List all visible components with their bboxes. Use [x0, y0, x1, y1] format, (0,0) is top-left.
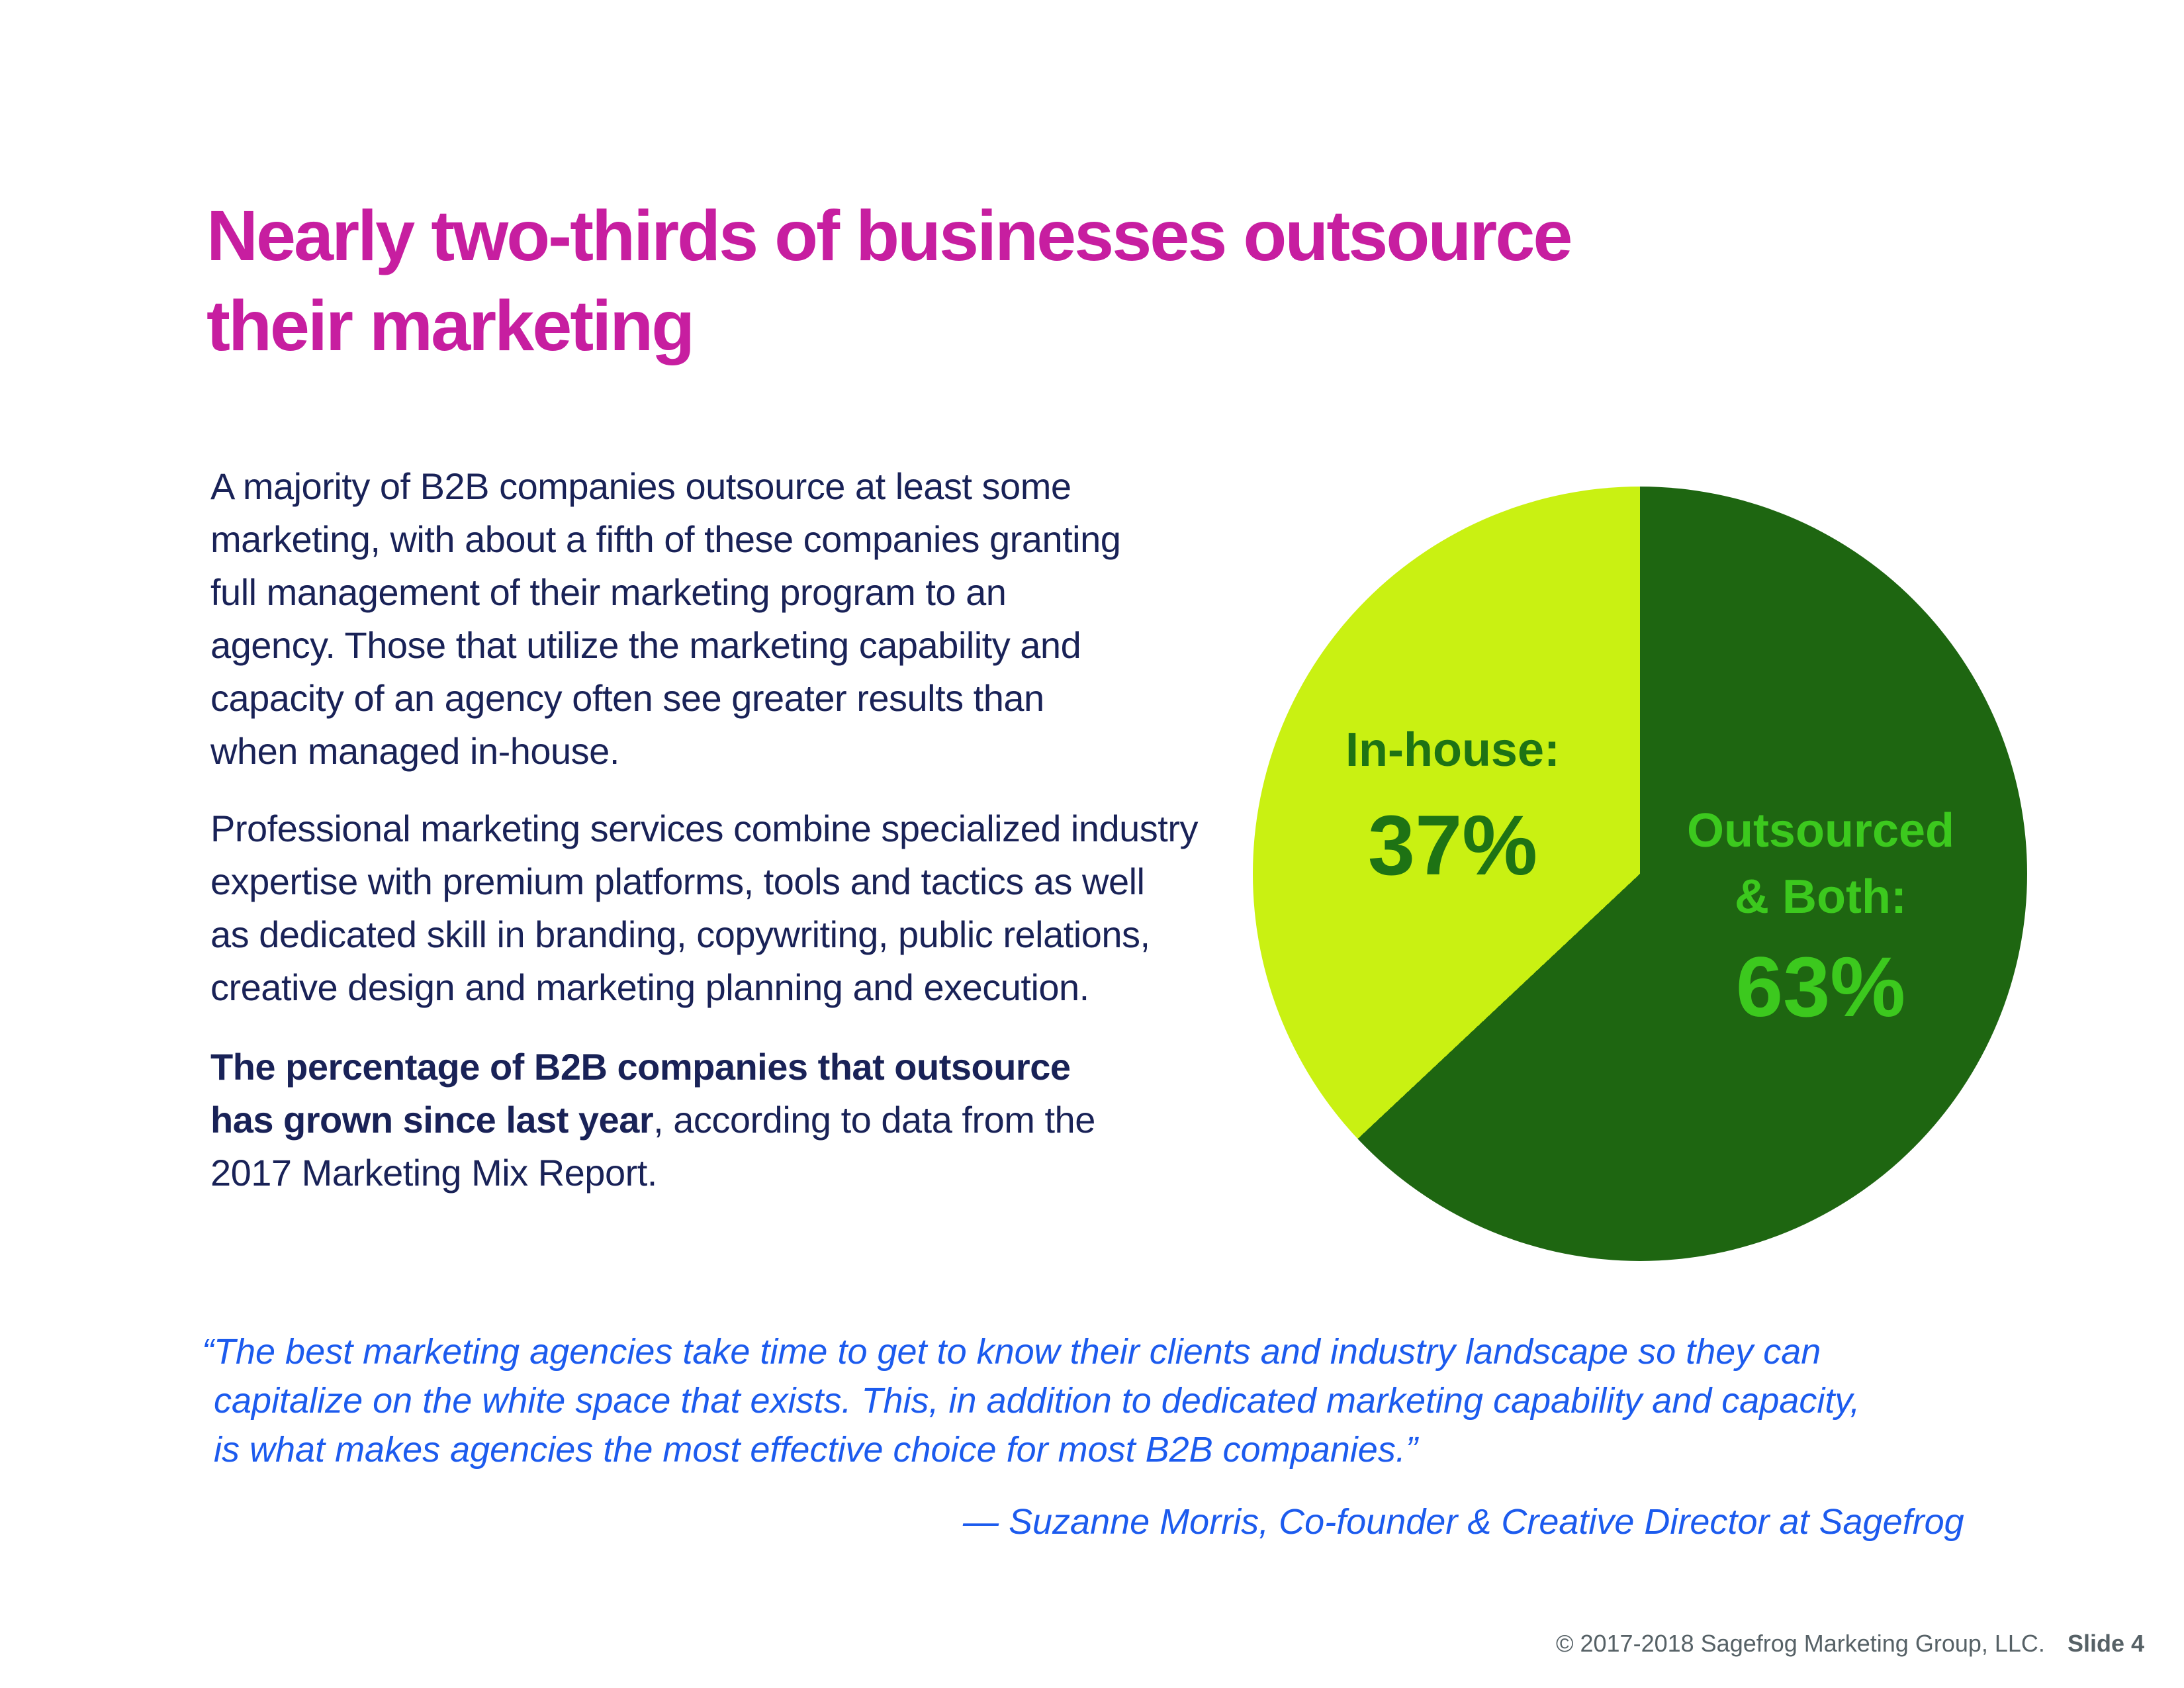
- text-line: agency. Those that utilize the marketing…: [210, 624, 1081, 666]
- text-line: Professional marketing services combine …: [210, 808, 1199, 849]
- copyright-text: © 2017-2018 Sagefrog Marketing Group, LL…: [1555, 1630, 2045, 1657]
- pie-slice-label-inhouse: In-house:: [1345, 724, 1560, 776]
- pie-slice-value-inhouse: 37%: [1367, 798, 1538, 893]
- emphasized-text: has grown since last year: [210, 1099, 654, 1141]
- text-line: 2017 Marketing Mix Report.: [210, 1147, 1095, 1199]
- pie-label-group-inhouse: In-house: 37%: [1345, 717, 1560, 896]
- text-line: when managed in-house.: [210, 730, 619, 772]
- slide-number: Slide 4: [2067, 1630, 2144, 1657]
- emphasized-text: The percentage of B2B companies that out…: [210, 1046, 1071, 1088]
- text-line: marketing, with about a fifth of these c…: [210, 518, 1121, 560]
- pie-chart: In-house: 37% Outsourced & Both: 63%: [1253, 487, 2027, 1261]
- footer: © 2017-2018 Sagefrog Marketing Group, LL…: [1556, 1630, 2144, 1658]
- pie-slice-label-outsourced-line2: & Both:: [1735, 870, 1907, 923]
- text-line: as dedicated skill in branding, copywrit…: [210, 914, 1150, 955]
- pie-slice-label-outsourced-line1: Outsourced: [1686, 804, 1955, 857]
- text-line: The percentage of B2B companies that out…: [210, 1041, 1095, 1094]
- pie-label-group-outsourced: Outsourced & Both: 63%: [1687, 798, 1954, 1037]
- paragraph-statistic: The percentage of B2B companies that out…: [210, 1041, 1095, 1199]
- text-line: A majority of B2B companies outsource at…: [210, 465, 1071, 507]
- paragraph-intro: A majority of B2B companies outsource at…: [210, 460, 1121, 778]
- text-line: full management of their marketing progr…: [210, 571, 1007, 613]
- quote-line: capitalize on the white space that exist…: [214, 1381, 1860, 1421]
- regular-text: , according to data from the: [653, 1099, 1095, 1141]
- pie-slice-value-outsourced: 63%: [1735, 940, 1906, 1035]
- title-line-1: Nearly two-thirds of businesses outsourc…: [206, 195, 1572, 275]
- paragraph-services: Professional marketing services combine …: [210, 802, 1199, 1014]
- quote-block: “The best marketing agencies take time t…: [202, 1327, 1860, 1474]
- text-line: has grown since last year, according to …: [210, 1094, 1095, 1147]
- text-line: capacity of an agency often see greater …: [210, 677, 1044, 719]
- text-line: expertise with premium platforms, tools …: [210, 861, 1145, 902]
- text-line: creative design and marketing planning a…: [210, 966, 1089, 1008]
- regular-text: 2017 Marketing Mix Report.: [210, 1152, 657, 1194]
- page-title: Nearly two-thirds of businesses outsourc…: [206, 191, 1572, 371]
- quote-attribution: — Suzanne Morris, Co-founder & Creative …: [963, 1502, 1964, 1542]
- quote-line: “The best marketing agencies take time t…: [202, 1332, 1821, 1372]
- quote-line: is what makes agencies the most effectiv…: [214, 1430, 1418, 1470]
- title-line-2: their marketing: [206, 285, 695, 365]
